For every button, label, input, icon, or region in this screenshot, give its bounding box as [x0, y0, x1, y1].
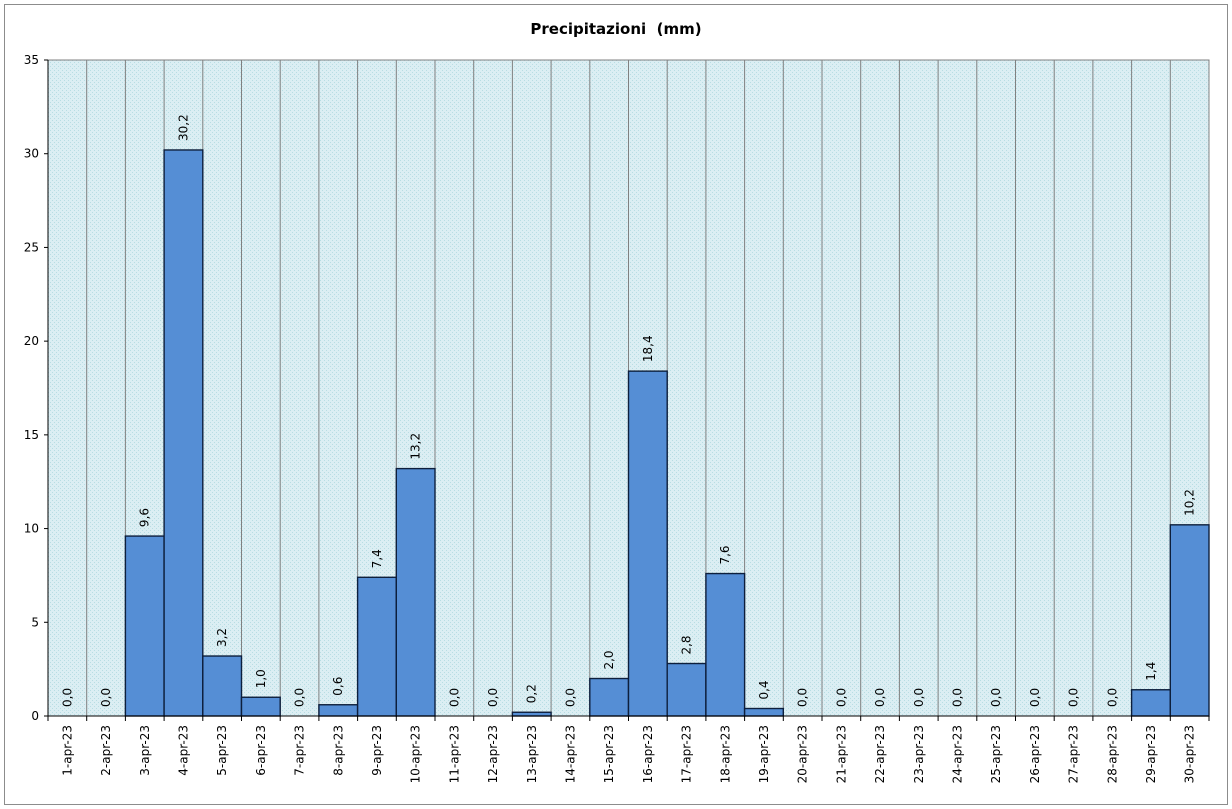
data-label: 0,0 — [796, 688, 810, 707]
x-tick-label: 24-apr-23 — [950, 725, 964, 783]
data-label: 2,8 — [680, 635, 694, 654]
bar — [1130, 689, 1171, 717]
x-tick-label: 22-apr-23 — [873, 725, 887, 783]
data-label: 0,0 — [60, 688, 74, 707]
y-tick-label: 15 — [24, 428, 39, 442]
data-label: 0,0 — [99, 688, 113, 707]
x-tick-label: 13-apr-23 — [525, 725, 539, 783]
data-label: 10,2 — [1183, 489, 1197, 516]
x-tick-label: 20-apr-23 — [796, 725, 810, 783]
x-tick-label: 5-apr-23 — [215, 725, 229, 776]
data-label: 0,0 — [834, 688, 848, 707]
bar — [1169, 524, 1210, 717]
data-label: 0,0 — [912, 688, 926, 707]
bar — [627, 370, 668, 717]
bars-layer — [124, 149, 1210, 717]
x-tick-label: 17-apr-23 — [680, 725, 694, 783]
x-tick-label: 23-apr-23 — [912, 725, 926, 783]
axis-layer: 0 5 10 15 20 25 30 35 1-apr-23 2-apr-23 3-apr-23 4-… — [24, 53, 1210, 783]
x-tick-label: 14-apr-23 — [563, 725, 577, 783]
bar — [318, 704, 359, 717]
y-tick-label: 10 — [24, 522, 39, 536]
x-tick-label: 26-apr-23 — [1028, 725, 1042, 783]
y-tick-label: 30 — [24, 147, 39, 161]
x-tick-label: 12-apr-23 — [486, 725, 500, 783]
data-label: 0,0 — [873, 688, 887, 707]
x-tick-label: 19-apr-23 — [757, 725, 771, 783]
data-label: 7,6 — [718, 545, 732, 564]
x-tick-label: 29-apr-23 — [1144, 725, 1158, 783]
data-label: 0,2 — [525, 684, 539, 703]
bar — [163, 149, 204, 717]
data-label: 0,0 — [950, 688, 964, 707]
bar — [202, 655, 243, 717]
data-label: 0,0 — [447, 688, 461, 707]
y-tick-label: 25 — [24, 240, 39, 254]
bar — [743, 707, 784, 717]
x-tick-label: 4-apr-23 — [176, 725, 190, 776]
x-tick-label: 21-apr-23 — [834, 725, 848, 783]
data-label: 0,0 — [563, 688, 577, 707]
data-label: 9,6 — [138, 508, 152, 527]
data-label: 1,0 — [254, 669, 268, 688]
bar — [240, 696, 281, 717]
bar — [511, 711, 552, 717]
data-label: 0,0 — [1067, 688, 1081, 707]
bar — [705, 572, 746, 717]
x-tick-label: 25-apr-23 — [989, 725, 1003, 783]
x-tick-label: 27-apr-23 — [1067, 725, 1081, 783]
x-tick-label: 18-apr-23 — [718, 725, 732, 783]
y-tick-label: 35 — [24, 53, 39, 67]
data-label: 7,4 — [370, 549, 384, 568]
data-label: 18,4 — [641, 335, 655, 362]
y-tick-label: 5 — [31, 615, 39, 629]
y-tick-label: 0 — [31, 709, 39, 723]
x-tick-label: 6-apr-23 — [254, 725, 268, 776]
data-label: 0,0 — [1105, 688, 1119, 707]
data-label: 2,0 — [602, 650, 616, 669]
bar — [124, 535, 165, 717]
bar — [356, 576, 398, 717]
x-tick-label: 15-apr-23 — [602, 725, 616, 783]
bar — [589, 677, 630, 717]
data-label: 13,2 — [409, 433, 423, 460]
x-tick-label: 28-apr-23 — [1105, 725, 1119, 783]
bar — [395, 467, 436, 717]
x-tick-label: 11-apr-23 — [447, 725, 461, 783]
data-label: 0,0 — [293, 688, 307, 707]
x-tick-label: 7-apr-23 — [293, 725, 307, 776]
bar — [666, 662, 707, 717]
data-label: 0,4 — [757, 680, 771, 699]
chart-title: Precipitazioni (mm) — [530, 20, 702, 38]
y-tick-label: 20 — [24, 334, 39, 348]
data-label: 0,0 — [1028, 688, 1042, 707]
data-label: 1,4 — [1144, 662, 1158, 681]
data-label: 0,0 — [989, 688, 1003, 707]
x-tick-label: 9-apr-23 — [370, 725, 384, 776]
x-tick-label: 2-apr-23 — [99, 725, 113, 776]
x-tick-label: 16-apr-23 — [641, 725, 655, 783]
data-label: 0,0 — [486, 688, 500, 707]
data-labels-layer: 0,0 0,0 9,6 30,2 3,2 1,0 0,0 0,6 7,4 13,2 0,0 0,0 0,… — [60, 114, 1196, 707]
x-tick-label: 30-apr-23 — [1183, 725, 1197, 783]
data-label: 30,2 — [176, 114, 190, 141]
x-tick-label: 3-apr-23 — [138, 725, 152, 776]
x-tick-label: 10-apr-23 — [409, 725, 423, 783]
data-label: 3,2 — [215, 628, 229, 647]
x-tick-label: 1-apr-23 — [60, 725, 74, 776]
x-tick-label: 8-apr-23 — [331, 725, 345, 776]
data-label: 0,6 — [331, 677, 345, 696]
